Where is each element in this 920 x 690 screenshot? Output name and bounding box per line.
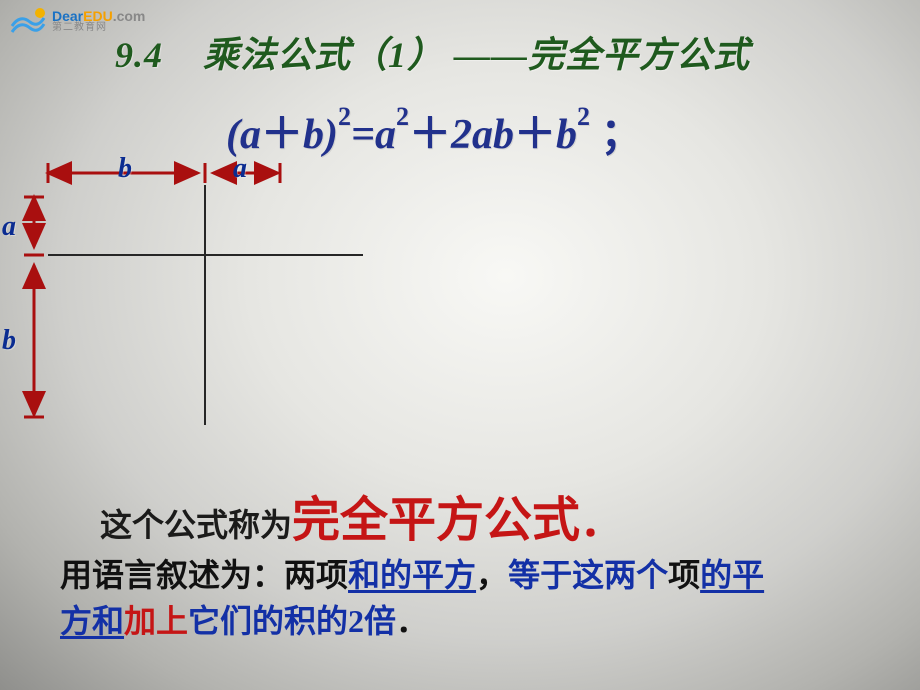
label-top-b: b xyxy=(118,153,132,185)
title-paren: （1） xyxy=(351,35,444,75)
desc-1: 两项 xyxy=(284,557,348,593)
main-formula: (a＋b)2=a2＋2ab＋b2 ； xyxy=(226,100,643,161)
title-text-a: 乘法公式 xyxy=(203,35,351,75)
label-left-b: b xyxy=(2,325,16,357)
wave-icon xyxy=(10,6,46,36)
title-section: 9.4 xyxy=(115,35,163,75)
diagram-svg xyxy=(18,155,378,445)
verbal-description: 用语言叙述为：两项和的平方，等于这两个项的平方和加上它们的积的2倍． xyxy=(60,552,890,645)
name-prefix: 这个公式称为 xyxy=(100,507,292,543)
title-dash: —— xyxy=(454,35,528,75)
formula-name-line: 这个公式称为完全平方公式． xyxy=(60,480,880,550)
desc-7: 加上 xyxy=(124,603,188,639)
desc-2: 和的平方 xyxy=(348,557,476,593)
desc-3: ， xyxy=(476,557,508,593)
desc-10: 倍 xyxy=(364,603,396,639)
desc-prefix: 用语言叙述为： xyxy=(60,557,284,593)
desc-6a: 的平 xyxy=(700,557,764,593)
desc-5: 项 xyxy=(668,557,700,593)
desc-11: ． xyxy=(396,603,428,639)
geometry-diagram: b a a b xyxy=(18,155,378,435)
label-top-a: a xyxy=(233,153,247,185)
title-text-b: 完全平方公式 xyxy=(528,35,750,75)
desc-8: 它们的积的 xyxy=(188,603,348,639)
desc-4: 等于这两个 xyxy=(508,557,668,593)
desc-6b: 方和 xyxy=(60,603,124,639)
name-big: 完全平方公式 xyxy=(292,494,580,547)
logo-brand: DearEDU.com xyxy=(52,9,145,23)
logo-brand-com: .com xyxy=(113,8,146,24)
desc-9: 2 xyxy=(348,603,364,639)
label-left-a: a xyxy=(2,211,16,243)
name-period: ． xyxy=(580,497,624,546)
page-title: 9.4 乘法公式（1） ——完全平方公式 xyxy=(115,26,750,78)
